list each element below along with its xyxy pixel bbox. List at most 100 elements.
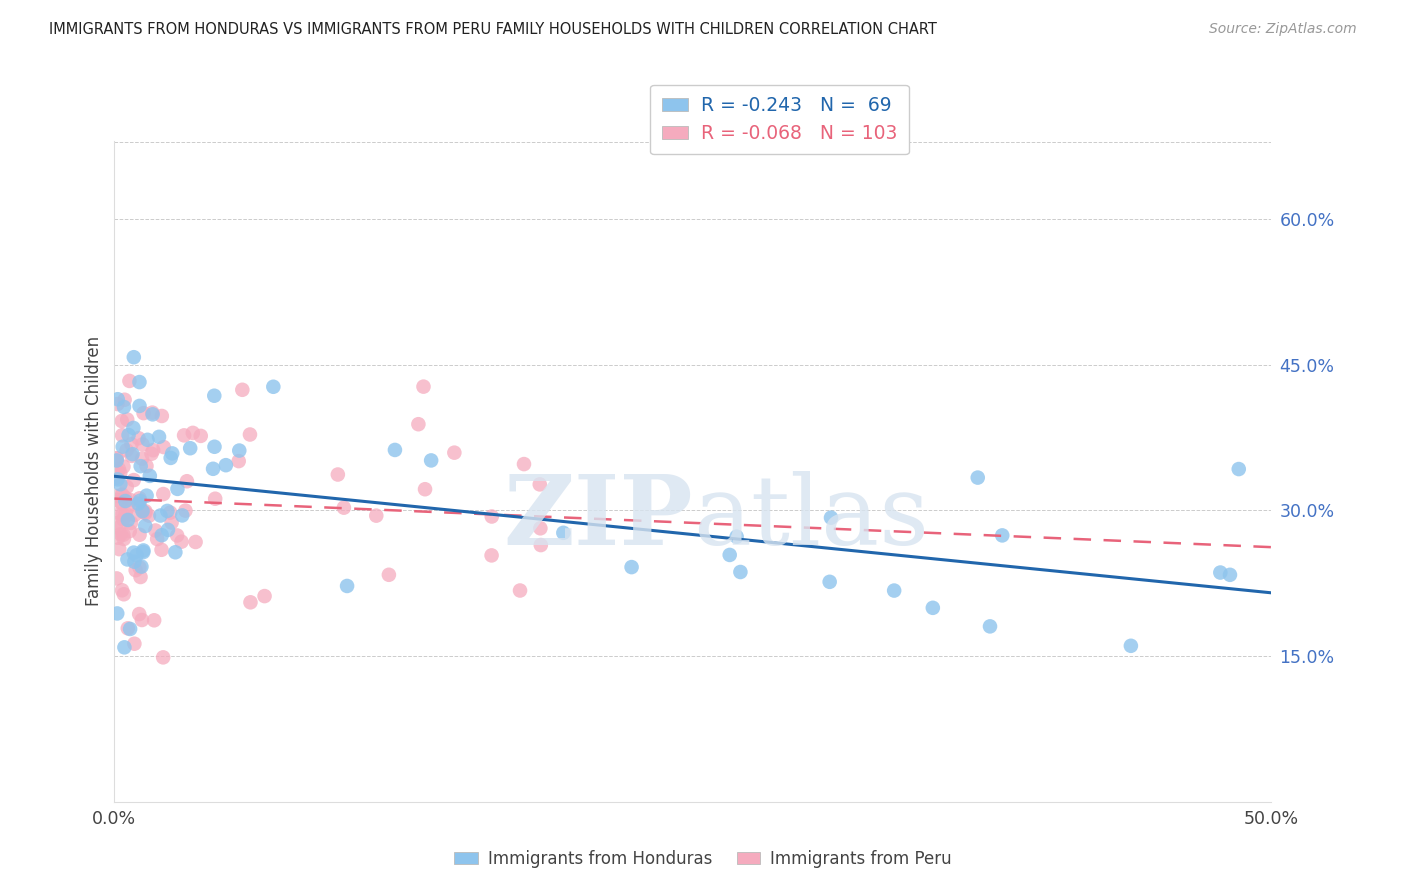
Point xyxy=(128,607,150,621)
Point xyxy=(105,607,128,621)
Point xyxy=(105,571,128,585)
Point xyxy=(142,408,165,422)
Point xyxy=(131,613,153,627)
Point xyxy=(530,538,553,552)
Point xyxy=(111,428,134,442)
Point xyxy=(121,449,143,463)
Point xyxy=(228,443,250,458)
Point xyxy=(114,507,136,521)
Y-axis label: Family Households with Children: Family Households with Children xyxy=(86,336,103,607)
Point xyxy=(443,445,465,459)
Point xyxy=(134,506,156,520)
Point xyxy=(481,549,503,563)
Point xyxy=(112,527,135,541)
Point xyxy=(111,488,134,502)
Point xyxy=(120,437,142,451)
Point xyxy=(122,350,145,364)
Point xyxy=(202,462,225,476)
Point xyxy=(124,637,146,651)
Point xyxy=(110,495,132,509)
Point xyxy=(128,527,150,541)
Point xyxy=(117,552,139,566)
Point xyxy=(202,389,225,403)
Point xyxy=(108,467,131,481)
Point xyxy=(143,613,166,627)
Point xyxy=(114,491,136,505)
Point xyxy=(150,542,173,557)
Point xyxy=(148,430,170,444)
Point xyxy=(107,521,129,535)
Point xyxy=(509,583,531,598)
Point xyxy=(420,453,443,467)
Point xyxy=(131,451,153,466)
Point xyxy=(204,440,226,454)
Point xyxy=(159,450,181,465)
Point xyxy=(150,528,173,542)
Point xyxy=(529,521,551,535)
Point xyxy=(131,504,153,518)
Point xyxy=(108,542,131,557)
Point xyxy=(1209,566,1232,580)
Point xyxy=(228,454,250,468)
Point xyxy=(966,470,988,484)
Point xyxy=(129,459,152,474)
Point xyxy=(112,640,135,655)
Point xyxy=(159,506,181,520)
Point xyxy=(513,457,536,471)
Point xyxy=(184,535,207,549)
Point xyxy=(176,475,198,489)
Point xyxy=(142,443,165,458)
Point xyxy=(481,509,503,524)
Point xyxy=(818,574,841,589)
Point xyxy=(114,392,136,407)
Point xyxy=(105,493,128,508)
Point xyxy=(165,545,187,559)
Point xyxy=(115,480,138,494)
Point xyxy=(333,500,356,515)
Point xyxy=(326,467,349,482)
Point xyxy=(128,431,150,445)
Point xyxy=(129,493,152,508)
Point xyxy=(134,504,156,518)
Point xyxy=(117,500,139,515)
Point xyxy=(145,524,167,538)
Point xyxy=(124,563,146,577)
Point xyxy=(114,494,136,508)
Point xyxy=(115,443,138,458)
Point xyxy=(152,650,174,665)
Point xyxy=(110,477,132,491)
Point xyxy=(128,560,150,574)
Point xyxy=(117,428,139,442)
Point xyxy=(160,516,183,530)
Point xyxy=(122,473,145,487)
Point xyxy=(141,447,163,461)
Point xyxy=(127,497,149,511)
Text: atlas: atlas xyxy=(693,471,929,565)
Point xyxy=(730,565,752,579)
Point xyxy=(120,493,142,508)
Point xyxy=(135,489,157,503)
Point xyxy=(110,527,132,541)
Point xyxy=(122,421,145,435)
Point xyxy=(132,543,155,558)
Point xyxy=(131,559,153,574)
Point xyxy=(134,519,156,533)
Point xyxy=(105,471,128,485)
Point xyxy=(128,399,150,413)
Point xyxy=(1219,567,1241,582)
Point xyxy=(124,555,146,569)
Point xyxy=(620,560,643,574)
Point xyxy=(107,472,129,486)
Point xyxy=(231,383,253,397)
Point xyxy=(120,516,142,530)
Point xyxy=(105,516,128,531)
Point xyxy=(125,549,148,563)
Point xyxy=(173,428,195,442)
Point xyxy=(132,545,155,559)
Point xyxy=(408,417,430,432)
Point xyxy=(108,462,131,476)
Legend: R = -0.243   N =  69, R = -0.068   N = 103: R = -0.243 N = 69, R = -0.068 N = 103 xyxy=(651,85,908,154)
Point xyxy=(384,442,406,457)
Point xyxy=(141,406,163,420)
Point xyxy=(413,482,436,496)
